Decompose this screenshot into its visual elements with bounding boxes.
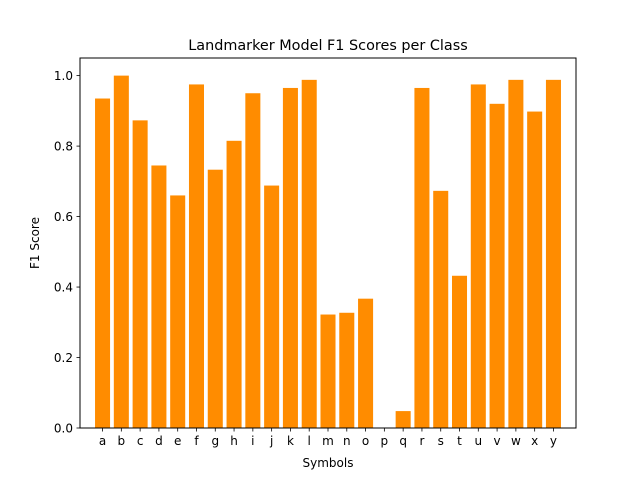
bar-o: [358, 298, 374, 428]
x-tick-label-k: k: [287, 434, 294, 448]
y-tick-label: 0.0: [54, 421, 73, 435]
bar-e: [170, 195, 186, 428]
bar-b: [113, 75, 129, 429]
x-tick-label-o: o: [362, 434, 369, 448]
x-tick-label-w: w: [511, 434, 521, 448]
chart-title: Landmarker Model F1 Scores per Class: [188, 38, 468, 54]
x-tick-label-n: n: [343, 434, 351, 448]
x-tick-label-y: y: [550, 434, 557, 448]
y-tick-label: 0.4: [54, 280, 73, 294]
bar-h: [226, 140, 242, 428]
x-tick-label-i: i: [251, 434, 254, 448]
x-tick-label-f: f: [194, 434, 199, 448]
bar-v: [489, 103, 505, 428]
bar-i: [245, 93, 261, 429]
x-tick-label-j: j: [269, 434, 273, 448]
x-tick-label-d: d: [155, 434, 163, 448]
bar-y: [545, 79, 561, 428]
y-tick-label: 0.8: [54, 139, 73, 153]
x-tick-label-v: v: [494, 434, 501, 448]
x-tick-label-u: u: [474, 434, 482, 448]
bar-j: [264, 185, 280, 428]
x-tick-label-q: q: [399, 434, 407, 448]
bar-m: [320, 314, 336, 428]
bar-g: [207, 169, 223, 428]
bar-r: [414, 87, 430, 428]
x-tick-label-m: m: [322, 434, 334, 448]
bar-k: [282, 87, 298, 428]
y-tick-label: 0.2: [54, 351, 73, 365]
plot-frame: [79, 57, 577, 429]
bar-d: [151, 165, 167, 429]
bar-u: [470, 84, 486, 429]
x-tick-label-a: a: [99, 434, 106, 448]
x-tick-label-l: l: [308, 434, 311, 448]
bar-t: [452, 275, 468, 428]
x-tick-label-b: b: [118, 434, 126, 448]
x-tick-label-r: r: [419, 434, 424, 448]
bar-w: [508, 79, 524, 428]
bar-q: [395, 411, 411, 428]
bar-n: [339, 312, 355, 428]
bars-group: [95, 75, 561, 429]
bar-s: [433, 190, 449, 428]
x-tick-label-p: p: [381, 434, 389, 448]
bar-f: [188, 84, 204, 429]
x-tick-label-c: c: [137, 434, 144, 448]
x-tick-label-e: e: [174, 434, 181, 448]
x-tick-label-s: s: [438, 434, 444, 448]
x-tick-label-t: t: [457, 434, 462, 448]
y-tick-label: 1.0: [54, 69, 73, 83]
x-axis-label: Symbols: [303, 456, 354, 470]
y-axis-label: F1 Score: [28, 217, 42, 269]
x-tick-label-x: x: [531, 434, 538, 448]
x-tick-label-h: h: [230, 434, 238, 448]
y-tick-label: 0.6: [54, 210, 73, 224]
bar-a: [95, 98, 111, 429]
x-tick-label-g: g: [211, 434, 219, 448]
bar-c: [132, 120, 148, 429]
bar-l: [301, 79, 317, 428]
y-ticks-group: 0.0 0.2 0.4 0.6 0.8 1.0: [54, 69, 80, 435]
bar-x: [527, 111, 543, 428]
